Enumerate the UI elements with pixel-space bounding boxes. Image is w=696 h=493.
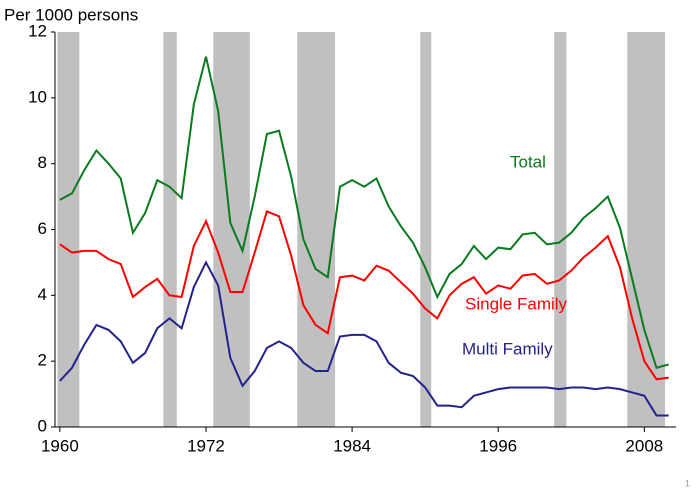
recession-band — [554, 32, 567, 427]
recession-band — [57, 32, 80, 427]
y-axis-label: Per 1000 persons — [4, 5, 138, 24]
recession-band — [163, 32, 177, 427]
series-line — [59, 56, 669, 369]
recession-band — [420, 32, 432, 427]
series-label: Single Family — [465, 294, 568, 313]
recession-band — [213, 32, 250, 427]
x-tick-label: 1996 — [479, 436, 517, 455]
recession-band — [297, 32, 336, 427]
y-tick-label: 8 — [38, 153, 47, 172]
y-tick-label: 12 — [28, 21, 47, 40]
series-label: Multi Family — [462, 339, 553, 358]
y-tick-label: 10 — [28, 87, 47, 106]
x-tick-label: 2008 — [625, 436, 663, 455]
y-tick-label: 4 — [38, 285, 47, 304]
y-tick-label: 2 — [38, 351, 47, 370]
page-number: 1 — [685, 478, 690, 488]
series-line — [59, 260, 669, 417]
x-tick-label: 1972 — [187, 436, 225, 455]
y-tick-label: 0 — [38, 416, 47, 435]
series-line — [59, 210, 669, 381]
y-tick-label: 6 — [38, 219, 47, 238]
recession-band — [627, 32, 666, 427]
x-tick-label: 1984 — [333, 436, 371, 455]
x-tick-label: 1960 — [41, 436, 79, 455]
series-label: Total — [510, 152, 546, 171]
